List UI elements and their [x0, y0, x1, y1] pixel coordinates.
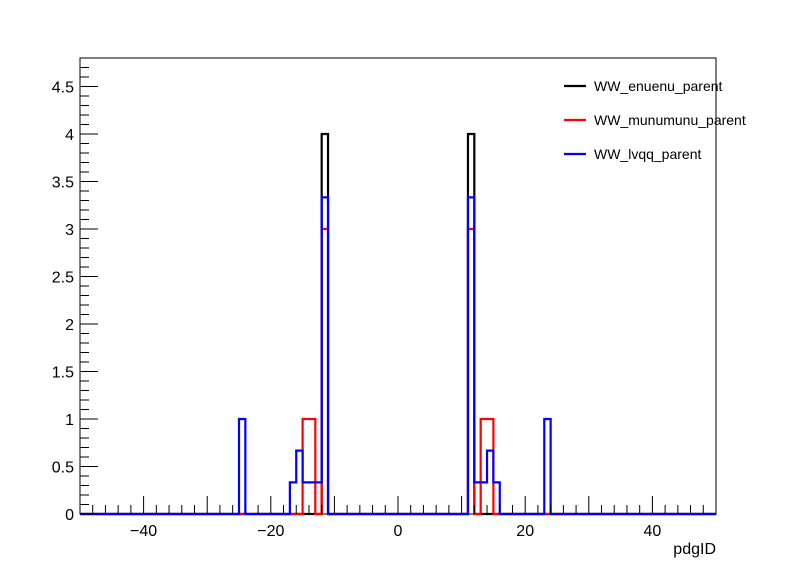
- y-tick-label: 2.5: [52, 270, 74, 287]
- y-tick-label: 3.5: [52, 175, 74, 192]
- legend-label-2: WW_lvqq_parent: [594, 146, 701, 162]
- x-tick-label: 0: [394, 523, 403, 540]
- series-line-2: [80, 196, 716, 516]
- y-tick-label: 0: [65, 507, 74, 524]
- y-tick-label: 0.5: [52, 460, 74, 477]
- x-tick-label: −40: [130, 523, 157, 540]
- y-tick-label: 4: [65, 127, 74, 144]
- x-tick-label: 20: [516, 523, 534, 540]
- series-line-0: [80, 132, 716, 516]
- x-axis-title: pdgID: [673, 541, 716, 558]
- x-tick-label: 40: [644, 523, 662, 540]
- y-tick-label: 4.5: [52, 80, 74, 97]
- y-tick-label: 2: [65, 317, 74, 334]
- series-line-1: [80, 227, 716, 516]
- y-tick-label: 1: [65, 412, 74, 429]
- y-tick-label: 3: [65, 222, 74, 239]
- legend-label-0: WW_enuenu_parent: [594, 78, 723, 94]
- y-tick-label: 1.5: [52, 365, 74, 382]
- x-tick-label: −20: [257, 523, 284, 540]
- legend-label-1: WW_munumunu_parent: [594, 112, 746, 128]
